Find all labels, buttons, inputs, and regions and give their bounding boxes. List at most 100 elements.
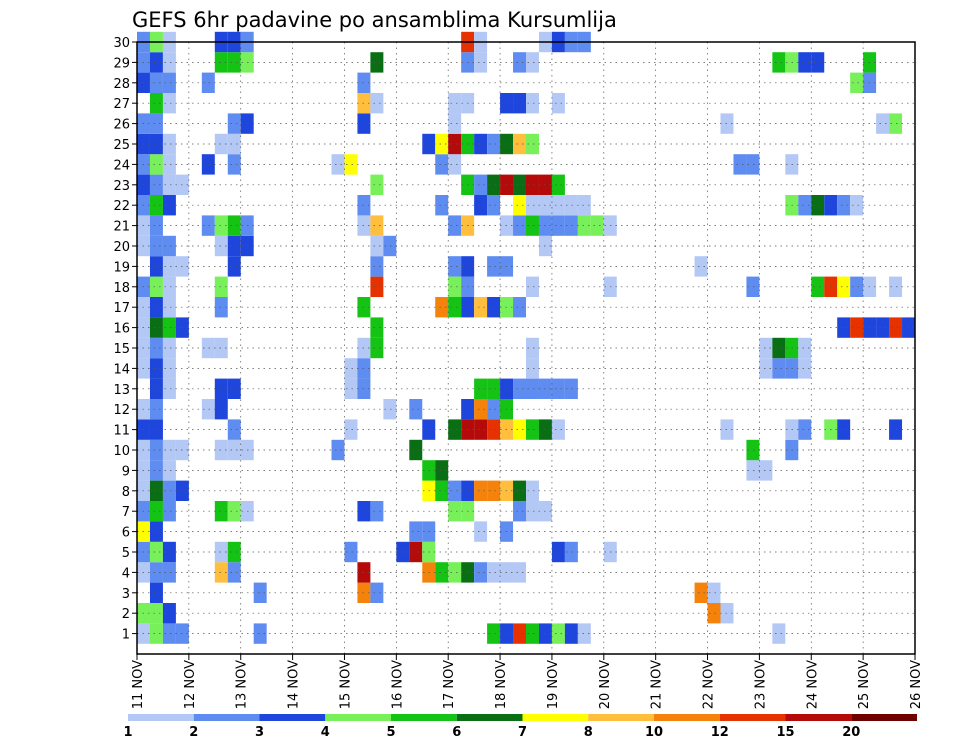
heatmap-cell xyxy=(772,623,786,644)
heatmap-cell xyxy=(253,623,267,644)
heatmap-cell xyxy=(149,358,163,379)
heatmap-cell xyxy=(551,215,565,236)
colorbar-label: 2 xyxy=(189,725,198,740)
heatmap-cell xyxy=(409,541,423,563)
heatmap-cell xyxy=(214,297,228,318)
heatmap-cell xyxy=(746,460,760,481)
x-tick-label: 11 NOV xyxy=(131,660,146,709)
colorbar-swatch xyxy=(654,714,720,721)
heatmap-cell xyxy=(474,399,488,420)
colorbar-swatch xyxy=(785,714,852,721)
heatmap-cell xyxy=(551,419,565,440)
heatmap-cell xyxy=(772,52,786,73)
x-tick-label: 25 NOV xyxy=(857,660,872,709)
heatmap-cell xyxy=(707,582,721,603)
y-tick-label: 7 xyxy=(122,505,130,520)
heatmap-cell xyxy=(435,154,449,175)
heatmap-cell xyxy=(149,582,163,603)
heatmap-cell xyxy=(551,541,565,563)
heatmap-cell xyxy=(214,378,228,399)
heatmap-cell xyxy=(214,52,228,73)
heatmap-cell xyxy=(487,419,501,440)
heatmap-cell xyxy=(149,154,163,175)
colorbar-label: 12 xyxy=(711,725,729,740)
heatmap-cell xyxy=(798,419,812,440)
heatmap-cell xyxy=(746,276,760,297)
x-tick-label: 20 NOV xyxy=(598,660,613,709)
heatmap-cell xyxy=(162,133,176,155)
heatmap-cell xyxy=(162,358,176,379)
heatmap-cell xyxy=(526,337,539,359)
heatmap-cell xyxy=(253,582,267,603)
heatmap-cell xyxy=(474,419,488,440)
heatmap-cell xyxy=(149,337,163,359)
heatmap-cell xyxy=(162,256,176,277)
colorbar-label: 8 xyxy=(584,725,593,740)
heatmap-cell xyxy=(227,235,241,257)
colorbar-swatch xyxy=(719,714,786,721)
heatmap-cell xyxy=(227,562,241,583)
heatmap-cell xyxy=(772,337,786,359)
heatmap-cell xyxy=(162,235,176,257)
heatmap-cell xyxy=(227,501,241,522)
heatmap-cell xyxy=(214,235,228,257)
heatmap-cell xyxy=(474,52,488,73)
heatmap-cell xyxy=(162,317,176,338)
y-tick-label: 24 xyxy=(113,158,130,173)
x-tick-label: 14 NOV xyxy=(287,660,302,709)
heatmap-cell xyxy=(526,52,539,73)
heatmap-cell xyxy=(435,480,449,501)
heatmap-cell xyxy=(149,113,163,134)
colorbar-swatch xyxy=(128,714,194,721)
heatmap-cell xyxy=(448,93,462,114)
y-tick-label: 11 xyxy=(113,424,130,439)
heatmap-cell xyxy=(474,480,488,501)
heatmap-cell xyxy=(370,52,384,73)
heatmap-cell xyxy=(201,215,215,236)
y-tick-label: 2 xyxy=(122,607,130,622)
heatmap-cell xyxy=(551,623,565,644)
y-tick-label: 20 xyxy=(113,240,130,255)
heatmap-cell xyxy=(448,480,462,501)
heatmap-cell xyxy=(370,174,384,195)
heatmap-cell xyxy=(513,623,526,644)
x-tick-label: 15 NOV xyxy=(338,660,353,709)
y-tick-label: 17 xyxy=(113,301,130,316)
heatmap-cell xyxy=(811,52,825,73)
colorbar: 1 2 3 4 5 6 7 8 10 12 15 20 xyxy=(123,714,917,740)
heatmap-cell xyxy=(746,154,760,175)
heatmap-cell xyxy=(435,460,449,481)
heatmap-cell xyxy=(746,439,760,461)
x-tick-label: 17 NOV xyxy=(442,660,457,709)
heatmap-cell xyxy=(162,541,176,563)
heatmap-cell xyxy=(149,93,163,114)
heatmap-cell xyxy=(577,215,591,236)
heatmap-cell xyxy=(474,521,488,542)
heatmap-cell xyxy=(149,133,163,155)
heatmap-cell xyxy=(487,378,501,399)
colorbar-swatch xyxy=(391,714,457,721)
colorbar-label: 5 xyxy=(386,725,395,740)
y-tick-label: 18 xyxy=(113,281,130,296)
heatmap-cell xyxy=(162,154,176,175)
heatmap-cell xyxy=(214,276,228,297)
heatmap-cell xyxy=(149,378,163,399)
heatmap-cell xyxy=(344,419,358,440)
heatmap-cell xyxy=(214,399,228,420)
heatmap-cell xyxy=(850,276,864,297)
heatmap-cell xyxy=(214,501,228,522)
colorbar-swatch xyxy=(259,714,326,721)
y-tick-label: 28 xyxy=(113,77,130,92)
heatmap-cell xyxy=(370,582,384,603)
heatmap-cell xyxy=(798,195,812,216)
heatmap-cell xyxy=(162,52,176,73)
heatmap-cell xyxy=(513,501,526,522)
heatmap-cell xyxy=(889,113,903,134)
colorbar-swatch xyxy=(851,714,917,721)
y-tick-label: 16 xyxy=(113,322,130,337)
heatmap-cell xyxy=(149,297,163,318)
y-tick-label: 10 xyxy=(113,444,130,459)
heatmap-cell xyxy=(474,297,488,318)
heatmap-cell xyxy=(564,541,578,563)
heatmap-cell xyxy=(149,460,163,481)
